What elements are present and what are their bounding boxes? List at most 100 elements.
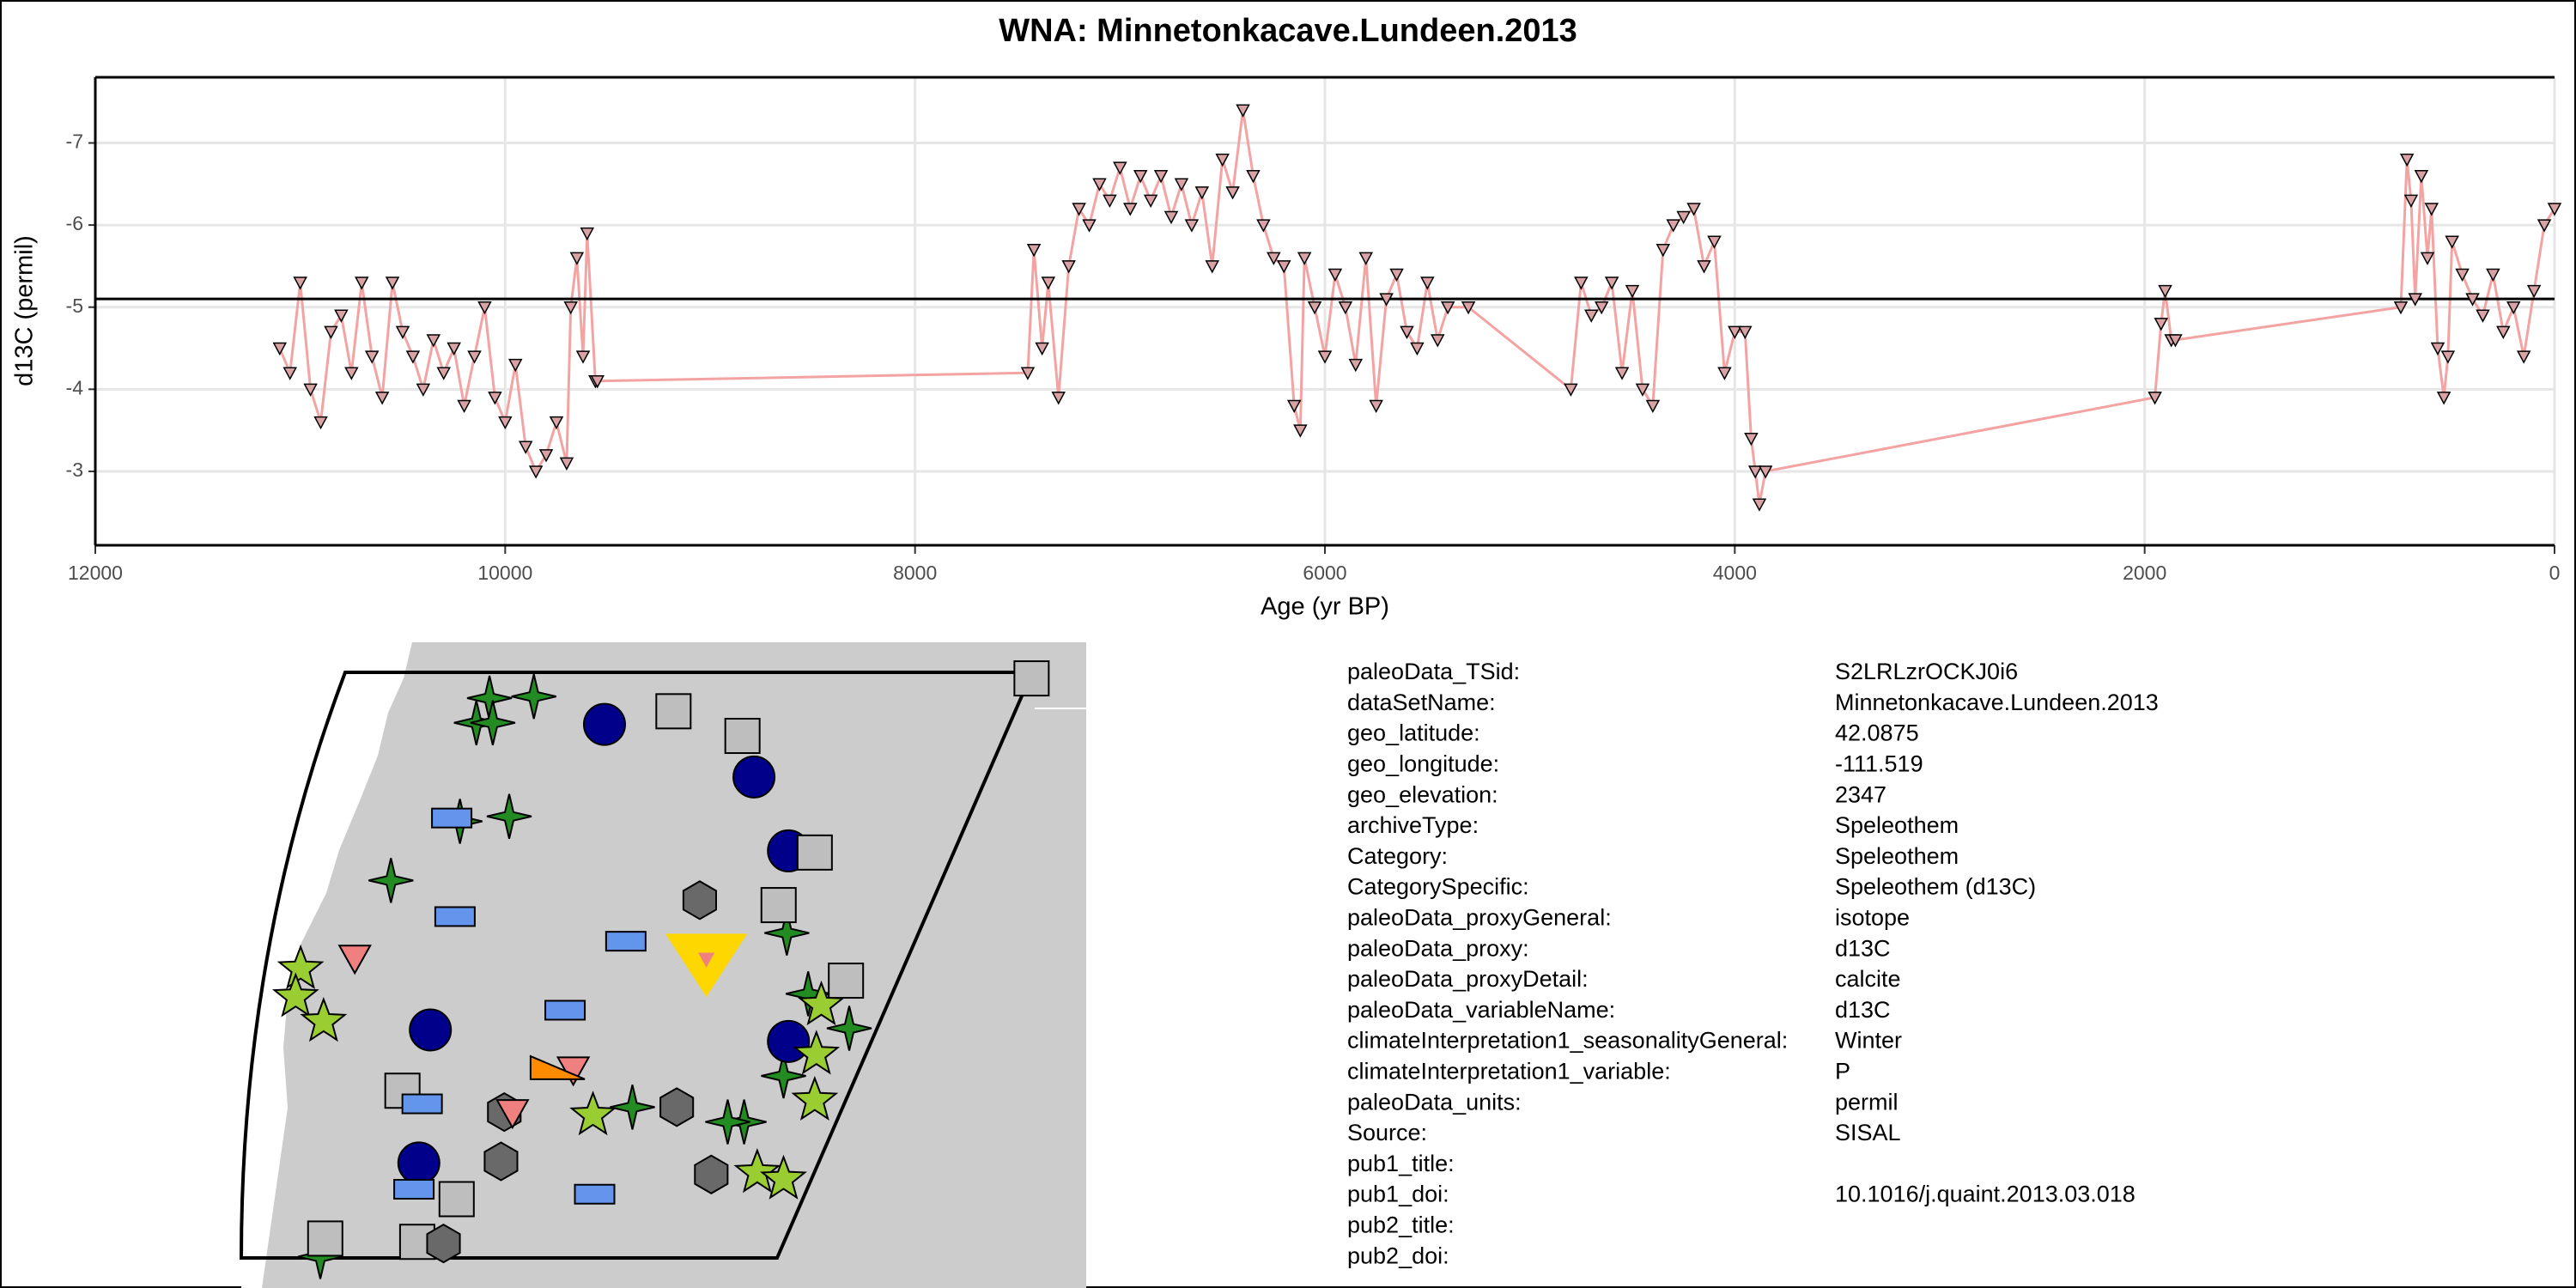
site-marker bbox=[705, 1099, 750, 1145]
data-point bbox=[1594, 301, 1609, 315]
site-marker bbox=[276, 944, 325, 989]
meta-value: permil bbox=[1835, 1089, 1899, 1115]
data-point bbox=[1707, 235, 1722, 249]
site-marker bbox=[582, 702, 626, 746]
meta-value: -111.519 bbox=[1835, 751, 1923, 777]
data-point bbox=[1163, 210, 1179, 225]
meta-key: CategorySpecific: bbox=[1347, 874, 1529, 900]
data-point bbox=[364, 350, 380, 364]
data-point bbox=[1440, 301, 1455, 315]
meta-value: Speleothem bbox=[1835, 843, 1959, 869]
data-point bbox=[2408, 293, 2422, 307]
site-marker bbox=[791, 1075, 839, 1121]
data-point bbox=[1656, 244, 1671, 258]
meta-key: pub1_title: bbox=[1347, 1151, 1455, 1176]
x-tick-label: 6000 bbox=[1303, 562, 1346, 584]
data-point bbox=[416, 383, 431, 397]
data-point bbox=[2445, 235, 2459, 249]
data-point bbox=[563, 301, 578, 315]
data-point bbox=[1293, 424, 1308, 438]
data-point bbox=[1113, 161, 1127, 175]
data-point bbox=[549, 416, 564, 430]
meta-key: archiveType: bbox=[1347, 812, 1479, 838]
data-point bbox=[395, 325, 410, 339]
site-marker bbox=[761, 1053, 806, 1099]
meta-value: Minnetonkacave.Lundeen.2013 bbox=[1835, 690, 2159, 715]
map bbox=[239, 642, 1086, 1288]
data-point bbox=[293, 276, 307, 290]
data-point bbox=[2154, 318, 2169, 331]
data-point bbox=[2526, 284, 2542, 299]
data-point bbox=[1082, 219, 1097, 233]
map-land bbox=[241, 642, 1086, 1288]
data-point bbox=[1676, 210, 1691, 225]
site-marker bbox=[733, 1148, 781, 1194]
data-point bbox=[272, 342, 288, 356]
data-point bbox=[2547, 203, 2562, 216]
data-point bbox=[324, 325, 338, 339]
meta-key: geo_elevation: bbox=[1347, 781, 1498, 807]
site-marker bbox=[434, 906, 476, 927]
data-point bbox=[1389, 268, 1404, 283]
site-marker bbox=[798, 980, 845, 1026]
meta-key: pub2_doi: bbox=[1347, 1242, 1449, 1268]
site-marker bbox=[793, 1030, 841, 1075]
data-point bbox=[447, 342, 461, 356]
data-point bbox=[1184, 219, 1200, 233]
data-point bbox=[2420, 252, 2435, 265]
data-point bbox=[1625, 284, 1640, 299]
data-point bbox=[1758, 465, 1773, 479]
meta-key: pub2_title: bbox=[1347, 1212, 1455, 1238]
data-point bbox=[1584, 309, 1599, 323]
data-point bbox=[1307, 301, 1322, 315]
data-point bbox=[1174, 178, 1189, 191]
site-marker bbox=[732, 755, 776, 799]
map-markers bbox=[271, 660, 1050, 1279]
data-point bbox=[1041, 276, 1056, 290]
data-point bbox=[1020, 367, 1036, 380]
data-point bbox=[1225, 186, 1240, 200]
data-point bbox=[518, 440, 533, 454]
data-point bbox=[1564, 383, 1578, 397]
data-point bbox=[334, 309, 349, 323]
data-point bbox=[1277, 260, 1291, 274]
data-point bbox=[2440, 350, 2456, 364]
y-tick-label: -6 bbox=[66, 212, 83, 234]
site-marker bbox=[655, 693, 692, 730]
y-tick-label: -4 bbox=[66, 376, 84, 398]
y-tick-label: -5 bbox=[66, 295, 83, 317]
data-point bbox=[1431, 334, 1445, 348]
meta-value: Speleothem bbox=[1835, 812, 1959, 838]
data-point bbox=[1194, 186, 1210, 200]
x-axis-label: Age (yr BP) bbox=[1261, 593, 1389, 621]
data-point bbox=[1635, 383, 1650, 397]
data-point bbox=[2506, 301, 2521, 315]
site-marker bbox=[337, 945, 372, 975]
data-point bbox=[344, 367, 359, 380]
site-marker bbox=[796, 834, 833, 871]
data-point bbox=[477, 301, 492, 315]
data-point bbox=[2168, 334, 2183, 348]
data-point bbox=[559, 457, 574, 471]
site-marker bbox=[610, 1084, 655, 1130]
data-point bbox=[2476, 309, 2490, 323]
site-marker bbox=[393, 1179, 435, 1200]
site-marker bbox=[368, 858, 414, 903]
site-marker bbox=[397, 1141, 440, 1185]
data-point bbox=[575, 350, 591, 364]
meta-key: paleoData_proxyGeneral: bbox=[1347, 905, 1612, 931]
map-region-outline bbox=[239, 671, 1036, 1260]
site-marker bbox=[495, 1099, 530, 1130]
chart-title: WNA: Minnetonkacave.Lundeen.2013 bbox=[999, 13, 1577, 49]
data-point bbox=[426, 334, 441, 348]
data-point bbox=[580, 227, 595, 241]
meta-value: P bbox=[1835, 1059, 1850, 1084]
x-tick-label: 4000 bbox=[1713, 562, 1757, 584]
data-point bbox=[1738, 325, 1753, 339]
meta-key: paleoData_TSid: bbox=[1347, 659, 1520, 684]
x-tick-label: 2000 bbox=[2123, 562, 2166, 584]
data-point bbox=[1697, 260, 1711, 274]
data-point bbox=[2486, 268, 2500, 283]
data-point bbox=[467, 350, 482, 364]
